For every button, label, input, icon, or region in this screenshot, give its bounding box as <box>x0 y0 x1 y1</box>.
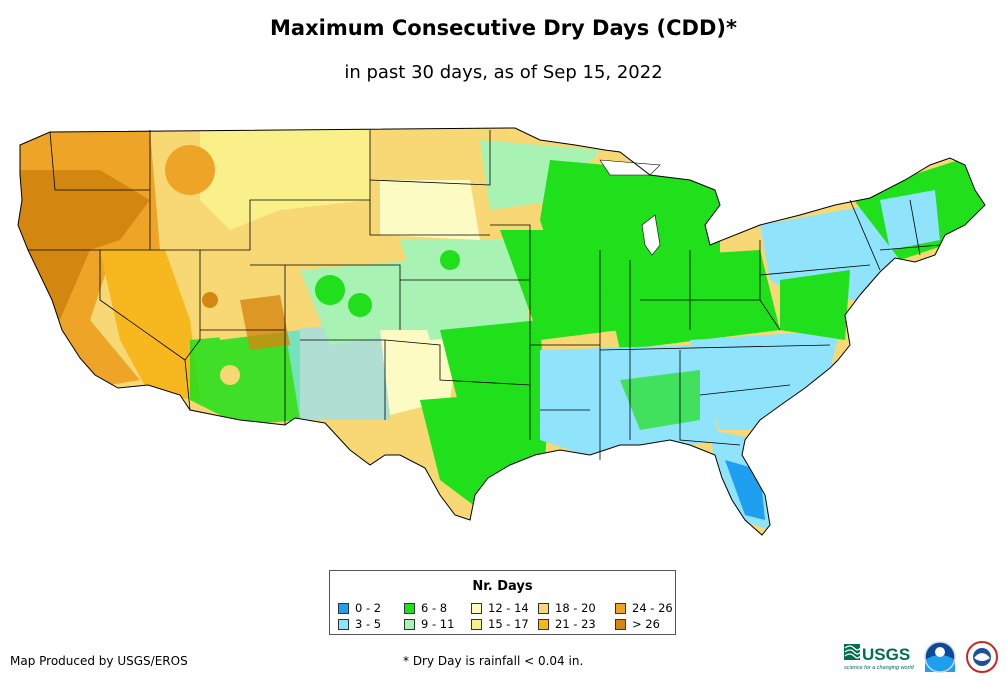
legend-swatch <box>615 602 626 614</box>
usgs-tagline: science for a changing world <box>844 665 915 671</box>
legend-label: > 26 <box>632 617 660 631</box>
legend-label: 15 - 17 <box>488 617 529 631</box>
legend-item: 3 - 5 <box>338 617 381 631</box>
legend-item: 6 - 8 <box>404 601 447 615</box>
legend-swatch <box>338 602 349 614</box>
legend-label: 18 - 20 <box>555 601 596 615</box>
legend-label: 12 - 14 <box>488 601 529 615</box>
credit-text: Map Produced by USGS/EROS <box>10 654 188 668</box>
legend-swatch <box>471 602 482 614</box>
usgs-logo: USGS science for a changing world <box>844 644 915 671</box>
legend-swatch <box>538 602 549 614</box>
cdd-raster <box>18 128 985 535</box>
legend-item: > 26 <box>615 617 660 631</box>
legend-item: 9 - 11 <box>404 617 454 631</box>
legend-swatch <box>404 602 415 614</box>
legend-swatch <box>471 618 482 630</box>
lake-superior <box>599 159 661 176</box>
lake-michigan <box>641 214 661 256</box>
legend-item: 21 - 23 <box>538 617 596 631</box>
legend-label: 9 - 11 <box>421 617 455 631</box>
agency-logos: USGS science for a changing world <box>844 641 998 673</box>
footnote-text: * Dry Day is rainfall < 0.04 in. <box>403 654 584 668</box>
legend-swatch <box>404 618 415 630</box>
state-boundaries <box>28 130 941 460</box>
legend-item: 0 - 2 <box>338 601 381 615</box>
legend-label: 6 - 8 <box>421 601 448 615</box>
map-subtitle: in past 30 days, as of Sep 15, 2022 <box>344 62 663 83</box>
legend-item: 12 - 14 <box>471 601 529 615</box>
legend-title: Nr. Days <box>472 579 533 594</box>
legend-label: 0 - 2 <box>355 601 382 615</box>
legend-item: 15 - 17 <box>471 617 529 631</box>
nws-logo <box>966 641 998 673</box>
us-cdd-map <box>17 127 986 536</box>
legend-swatch <box>615 618 626 630</box>
legend-swatch <box>338 618 349 630</box>
legend-label: 3 - 5 <box>355 617 382 631</box>
legend-label: 21 - 23 <box>555 617 596 631</box>
legend-item: 24 - 26 <box>615 601 673 615</box>
usgs-logo-text: USGS <box>862 645 910 664</box>
legend-label: 24 - 26 <box>632 601 673 615</box>
noaa-logo <box>924 641 956 673</box>
legend-item: 18 - 20 <box>538 601 596 615</box>
legend-swatch <box>538 618 549 630</box>
map-legend: Nr. Days 0 - 2 3 - 5 6 - 8 9 - 11 12 - 14 15 … <box>329 570 676 635</box>
map-title: Maximum Consecutive Dry Days (CDD)* <box>270 16 737 40</box>
